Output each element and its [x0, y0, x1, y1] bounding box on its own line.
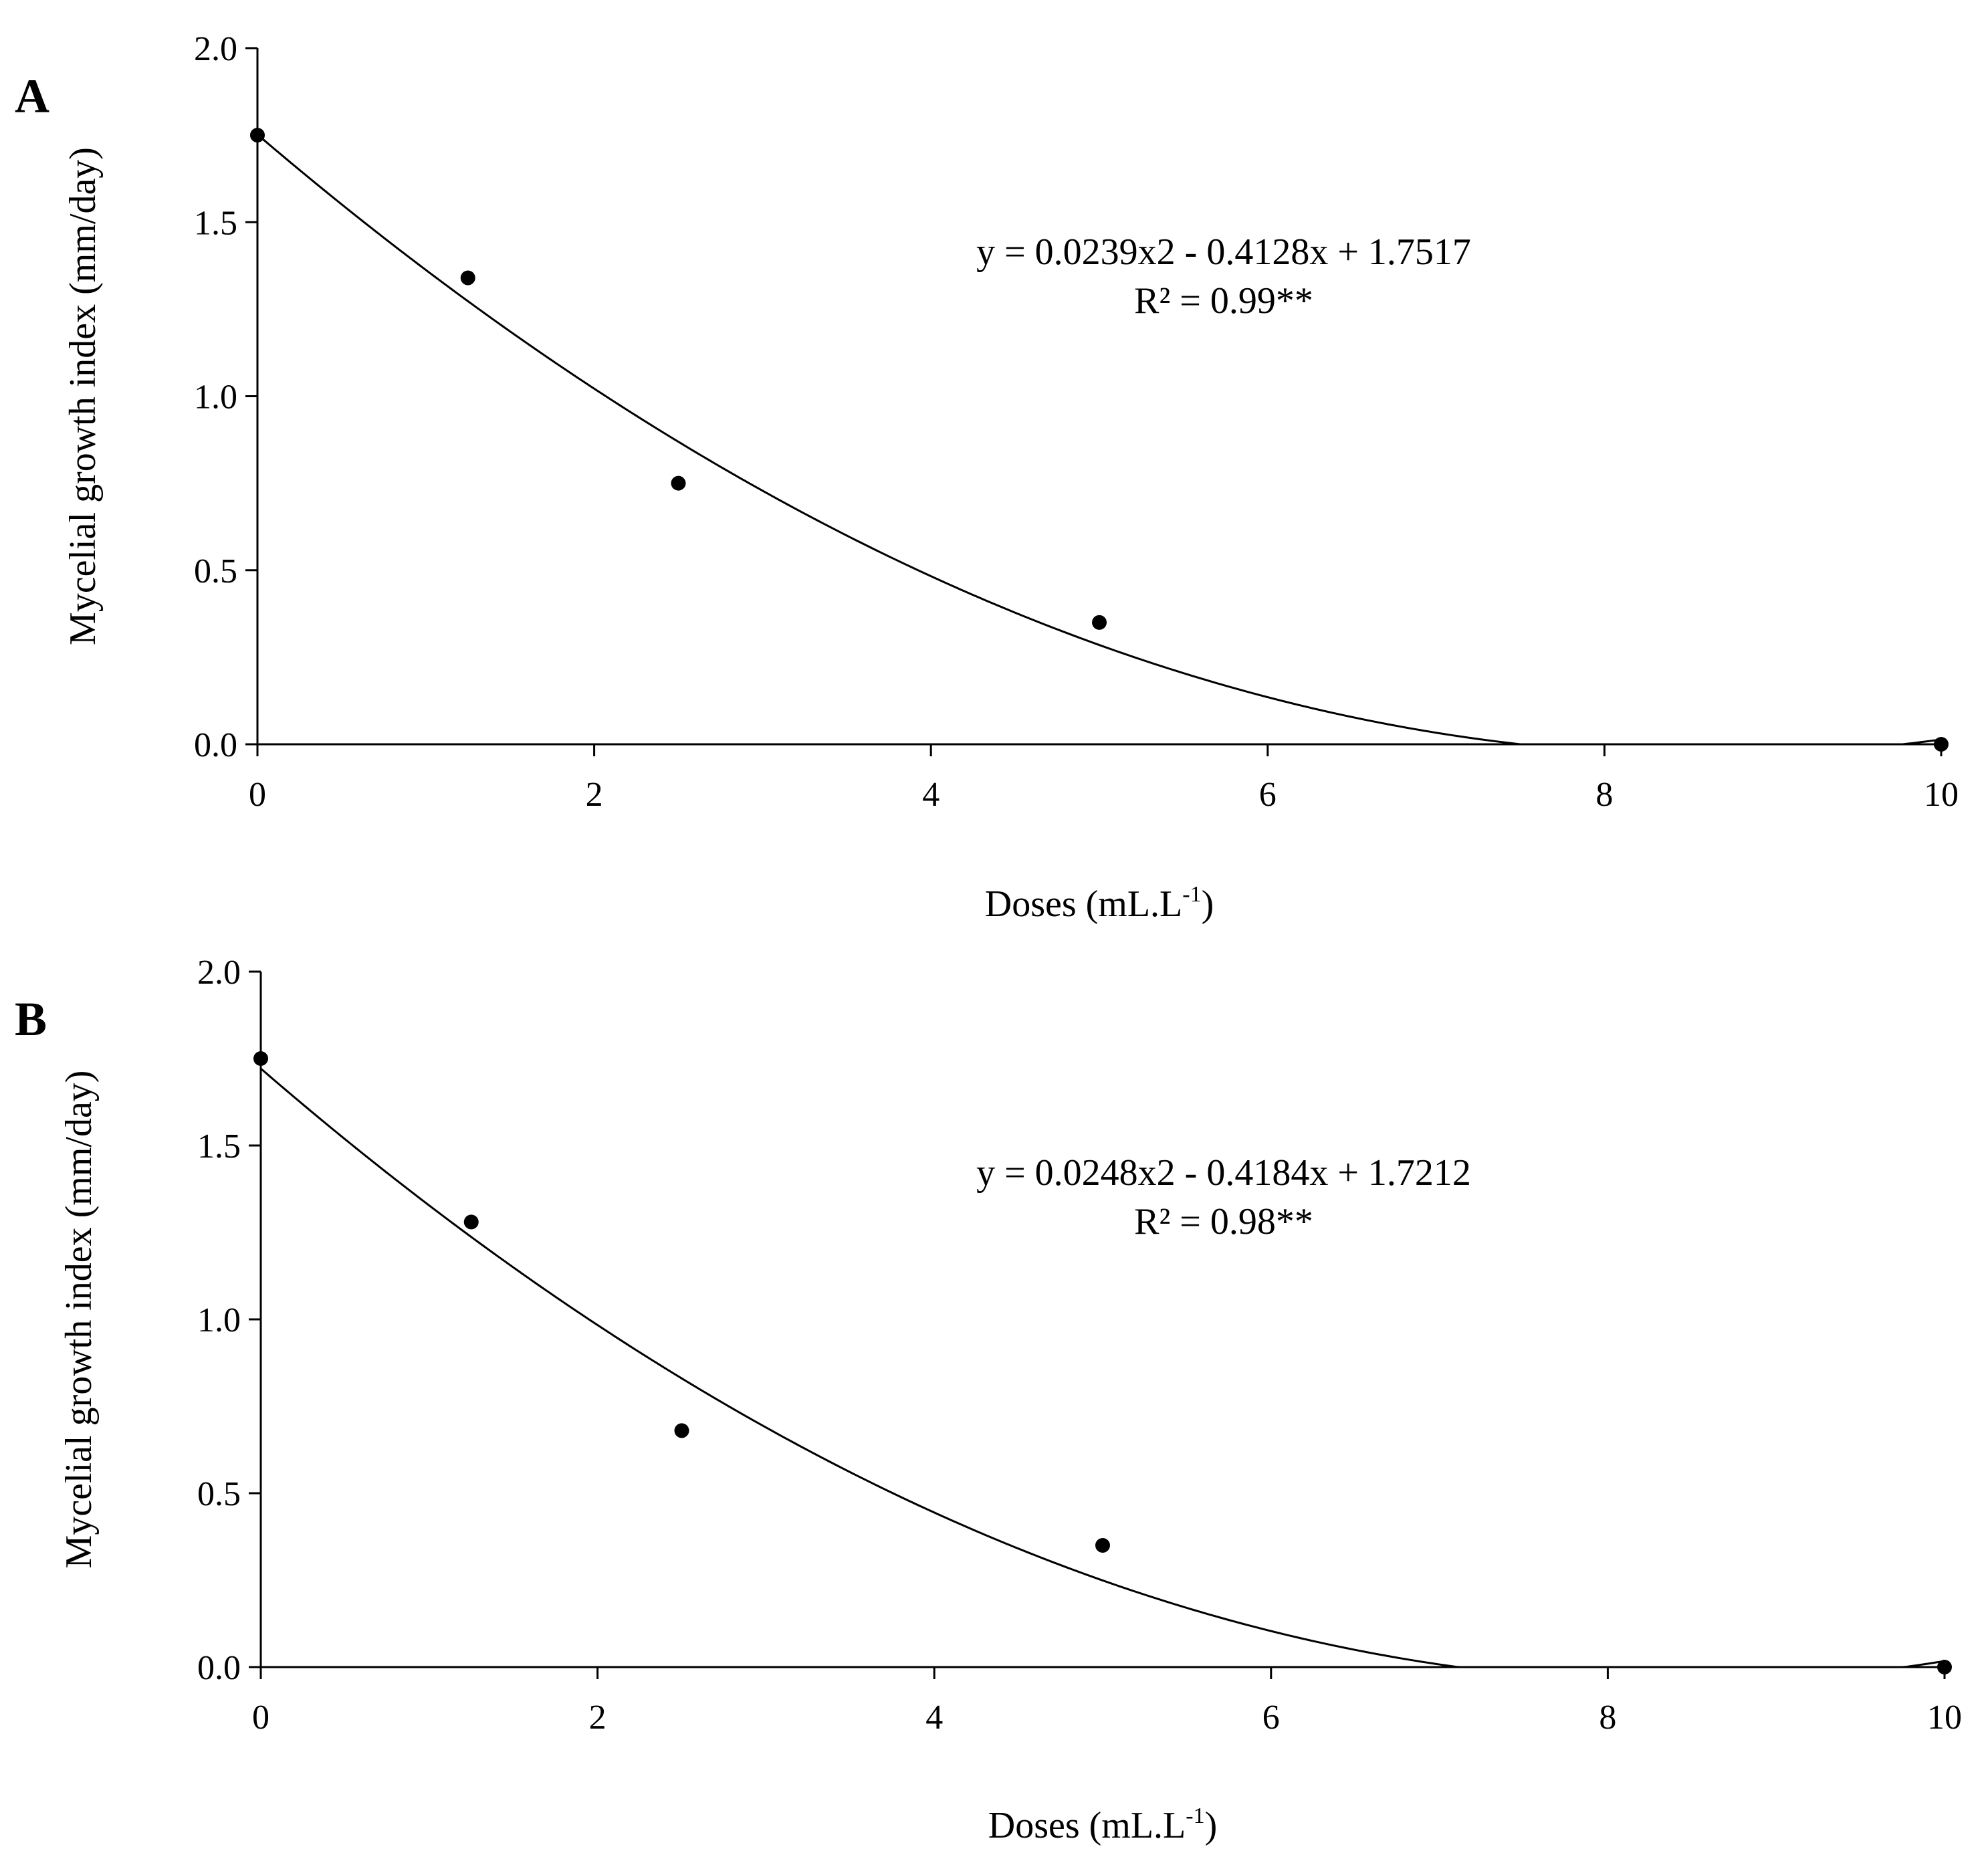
data-point — [253, 1051, 268, 1066]
x-tick-label: 4 — [925, 1699, 943, 1737]
y-tick-label: 1.0 — [194, 378, 237, 417]
x-tick-label: 10 — [1924, 776, 1959, 814]
panel-a: A 0.0 0.5 1.0 1.5 2.0 0 2 4 6 8 10 Doses (mL.L-1) Myc… — [15, 30, 1959, 925]
y-tick-label: 0.5 — [194, 552, 237, 590]
data-point — [1095, 1538, 1110, 1553]
panel-letter: B — [15, 992, 47, 1046]
trendline — [260, 1067, 1945, 1668]
data-point — [671, 475, 686, 491]
x-axis-label: Doses (mL.L-1) — [988, 1803, 1218, 1846]
data-point — [1937, 1660, 1952, 1674]
x-tick-label: 2 — [589, 1699, 606, 1737]
y-tick-label: 0.0 — [197, 1649, 241, 1687]
y-tick-label: 2.0 — [197, 954, 241, 992]
x-axis-label-suffix: ) — [1202, 883, 1214, 925]
data-point — [1934, 737, 1949, 752]
x-axis-label-main: Doses (mL.L — [985, 883, 1183, 925]
y-tick-label: 0.5 — [197, 1475, 241, 1513]
y-axis-label: Mycelial growth index (mm/day) — [58, 1071, 100, 1569]
y-tick-label: 2.0 — [194, 30, 237, 68]
x-axis-label: Doses (mL.L-1) — [985, 882, 1214, 925]
x-tick-label: 0 — [249, 776, 266, 814]
x-tick-label: 6 — [1259, 776, 1277, 814]
data-point — [460, 270, 475, 286]
y-tick-label: 1.5 — [194, 204, 237, 242]
equation-annotation: y = 0.0248x2 - 0.4184x + 1.7212 — [976, 1152, 1471, 1194]
trendline — [257, 134, 1942, 746]
data-point — [463, 1214, 479, 1230]
x-axis-label-superscript: -1 — [1186, 1803, 1204, 1828]
x-tick-label: 6 — [1262, 1699, 1280, 1737]
y-tick-label: 0.0 — [194, 726, 237, 764]
data-point — [250, 128, 265, 143]
r-squared-annotation: R² = 0.98** — [1134, 1201, 1313, 1242]
x-tick-label: 4 — [922, 776, 940, 814]
r-squared-annotation: R² = 0.99** — [1134, 280, 1313, 322]
panel-b: B 0.0 0.5 1.0 1.5 2.0 0 2 4 6 8 10 Doses (mL.L-1) Myc… — [15, 954, 1962, 1846]
y-tick-label: 1.5 — [197, 1127, 241, 1166]
y-tick-label: 1.0 — [197, 1301, 241, 1339]
x-axis-label-suffix: ) — [1205, 1805, 1218, 1846]
x-tick-label: 8 — [1599, 1699, 1616, 1737]
data-point — [1092, 615, 1107, 630]
x-tick-label: 2 — [586, 776, 603, 814]
x-tick-label: 10 — [1927, 1699, 1962, 1737]
equation-annotation: y = 0.0239x2 - 0.4128x + 1.7517 — [976, 231, 1471, 273]
x-axis-label-superscript: -1 — [1182, 882, 1201, 907]
y-axis-label: Mycelial growth index (mm/day) — [62, 147, 104, 645]
x-tick-label: 0 — [252, 1699, 269, 1737]
panel-letter: A — [15, 70, 49, 123]
x-axis-label-main: Doses (mL.L — [988, 1805, 1186, 1846]
data-point — [674, 1423, 689, 1438]
x-tick-label: 8 — [1595, 776, 1613, 814]
